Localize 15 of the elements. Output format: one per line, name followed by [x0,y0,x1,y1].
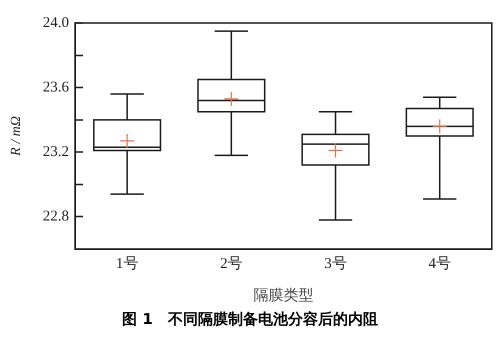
x-axis-title: 隔膜类型 [253,286,314,304]
x-tick-label: 1号 [116,256,138,272]
y-tick-label: 23.6 [42,80,70,96]
y-axis-title: R / mΩ [9,116,24,157]
x-tick-label: 4号 [428,256,451,272]
x-tick-label: 3号 [324,256,347,272]
y-tick-label: 22.8 [42,208,70,225]
point [432,118,448,134]
point [328,142,344,158]
point [120,133,135,148]
y-tick-label: 24.0 [42,14,70,31]
text: 图 1 不同隔膜制备电池分容后的内阻 [121,310,379,329]
point [224,91,239,106]
y-tick-label: 23.2 [42,144,70,160]
x-tick-label: 2号 [220,256,243,272]
